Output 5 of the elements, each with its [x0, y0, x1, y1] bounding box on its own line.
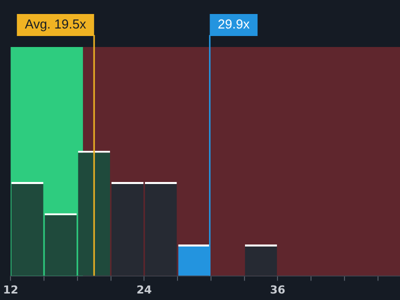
- x-tick-label: 36: [270, 283, 286, 296]
- ref-line-label: 29.9x: [218, 16, 250, 32]
- x-tick-label: 12: [3, 283, 18, 296]
- ref-line-label: Avg. 19.5x: [24, 16, 87, 32]
- x-tick-label: 24: [136, 283, 152, 296]
